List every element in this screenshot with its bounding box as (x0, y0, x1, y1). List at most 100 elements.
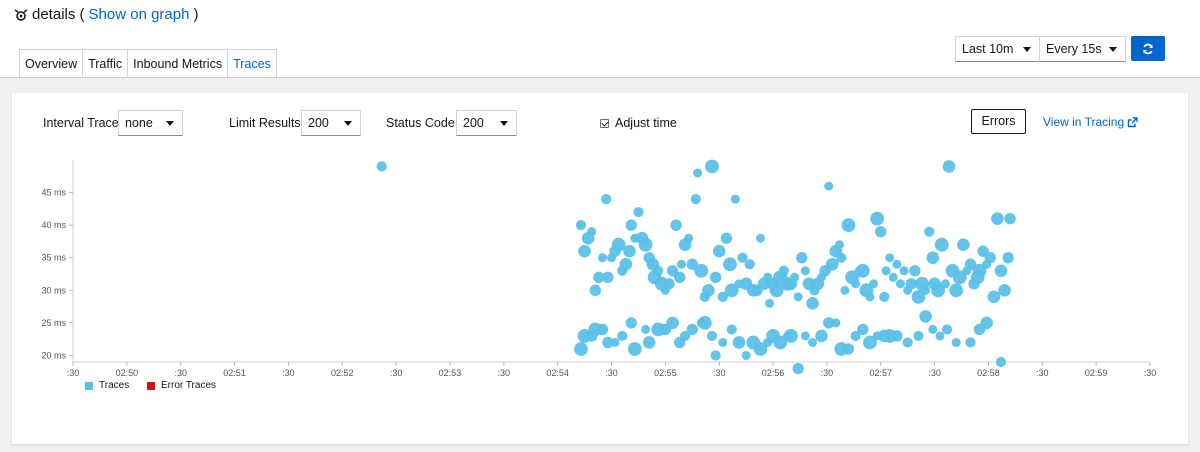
trace-point (949, 283, 964, 298)
trace-point (764, 298, 774, 308)
trace-point (984, 252, 996, 264)
trace-point (773, 335, 788, 350)
trace-point (574, 342, 588, 356)
x-tick-label: 02:55 (654, 368, 677, 378)
trace-point (905, 278, 917, 290)
trace-point (796, 252, 808, 264)
trace-point (737, 252, 748, 263)
y-tick-label: 40 ms (41, 220, 66, 230)
trace-point (888, 272, 898, 282)
trace-point (840, 285, 850, 295)
trace-point (899, 266, 909, 276)
errors-button[interactable]: Errors (971, 109, 1026, 134)
title-prefix: details ( (32, 6, 85, 23)
tab-traces[interactable]: Traces (227, 49, 277, 78)
trace-point (610, 337, 620, 347)
trace-point (769, 283, 784, 298)
trace-point (641, 324, 651, 334)
view-in-tracing-label: View in Tracing (1043, 115, 1125, 129)
trace-point (808, 337, 818, 347)
trace-point (611, 237, 626, 252)
trace-point (601, 193, 612, 205)
trace-point (619, 257, 633, 271)
adjust-time-checkbox[interactable] (600, 119, 609, 128)
trace-point (653, 265, 664, 276)
trace-point (909, 265, 921, 277)
trace-point (602, 336, 614, 349)
status-code-label: Status Code (386, 116, 455, 130)
sync-icon (1143, 43, 1153, 54)
x-tick-label: :30 (605, 368, 618, 378)
duration-select[interactable]: Last 10m (955, 36, 1040, 62)
x-tick-label: :30 (1144, 368, 1157, 378)
trace-point (724, 283, 739, 298)
duration-value: Last 10m (962, 42, 1014, 56)
trace-point (705, 159, 719, 174)
trace-point (625, 219, 637, 231)
trace-point (815, 329, 828, 343)
interval-trace-label: Interval Trace (43, 116, 119, 130)
trace-point (869, 279, 879, 289)
legend-item-traces[interactable]: Traces (85, 380, 129, 391)
trace-point (822, 317, 835, 329)
trace-point (712, 244, 726, 258)
trace-point (778, 265, 789, 276)
refresh-button[interactable] (1131, 36, 1165, 61)
trace-point (723, 257, 737, 272)
trace-point (951, 337, 961, 347)
show-on-graph-link[interactable]: Show on graph (88, 6, 190, 23)
trace-point (693, 168, 703, 178)
trace-point (666, 316, 679, 330)
trace-point (911, 289, 926, 304)
trace-point (928, 324, 938, 334)
view-in-tracing-link[interactable]: View in Tracing (1043, 115, 1138, 129)
trace-point (942, 324, 953, 335)
trace-point (879, 291, 890, 302)
trace-point (623, 244, 636, 258)
status-code-select[interactable]: 200 (456, 110, 517, 136)
trace-point (376, 161, 387, 172)
trace-point (870, 211, 885, 226)
trace-point (987, 290, 1001, 304)
y-tick-label: 25 ms (41, 318, 66, 328)
x-tick-label: :30 (390, 368, 403, 378)
trace-point (1004, 212, 1016, 225)
refresh-interval-select[interactable]: Every 15s (1039, 36, 1126, 62)
y-tick-label: 45 ms (41, 188, 66, 198)
trace-point (995, 356, 1007, 368)
x-tick-label: :30 (174, 368, 187, 378)
interval-trace-select[interactable]: none (118, 110, 183, 136)
trace-point (895, 279, 905, 289)
limit-results-select[interactable]: 200 (301, 110, 361, 136)
trace-point (717, 291, 728, 302)
legend-error-traces-label: Error Traces (161, 380, 217, 391)
trace-point (857, 323, 869, 336)
error-traces-swatch (147, 381, 155, 390)
trace-point (790, 272, 800, 282)
x-tick-label: :30 (928, 368, 941, 378)
tab-overview[interactable]: Overview (19, 49, 84, 78)
trace-point (679, 330, 691, 342)
caret-down-icon (1023, 47, 1031, 52)
trace-point (881, 266, 891, 276)
trace-point (841, 218, 856, 233)
trace-point (686, 258, 698, 270)
trace-point (972, 263, 987, 278)
trace-point (741, 350, 751, 360)
trace-point (942, 160, 956, 173)
trace-point (690, 193, 701, 205)
trace-point (575, 220, 587, 231)
x-tick-label: :30 (67, 368, 80, 378)
trace-point (875, 225, 887, 238)
tab-inbound-metrics[interactable]: Inbound Metrics (127, 49, 229, 78)
caret-down-icon (344, 121, 352, 126)
trace-point (834, 240, 844, 250)
status-code-value: 200 (463, 116, 484, 130)
trace-point (684, 233, 694, 243)
tab-traffic[interactable]: Traffic (82, 49, 129, 78)
legend-item-error-traces[interactable]: Error Traces (147, 380, 216, 391)
x-tick-label: 02:58 (977, 368, 1000, 378)
trace-point (885, 253, 895, 263)
trace-point (892, 259, 902, 269)
trace-point (855, 263, 870, 278)
